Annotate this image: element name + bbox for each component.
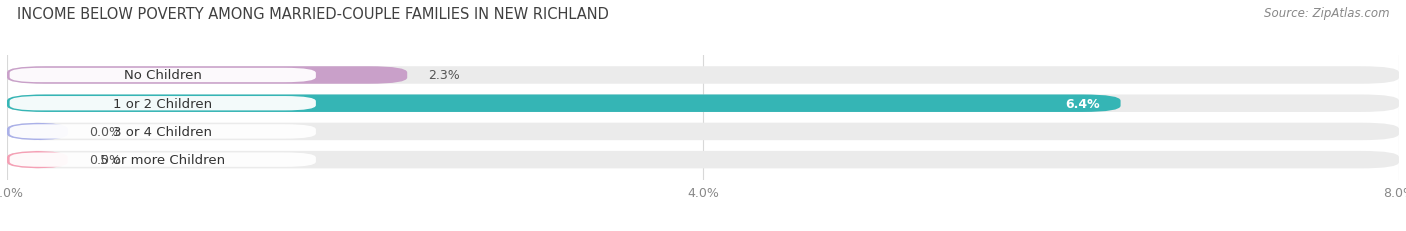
FancyBboxPatch shape	[7, 95, 1121, 112]
FancyBboxPatch shape	[10, 69, 316, 83]
Text: 0.0%: 0.0%	[89, 153, 121, 166]
FancyBboxPatch shape	[7, 67, 1399, 84]
Text: INCOME BELOW POVERTY AMONG MARRIED-COUPLE FAMILIES IN NEW RICHLAND: INCOME BELOW POVERTY AMONG MARRIED-COUPL…	[17, 7, 609, 22]
FancyBboxPatch shape	[7, 123, 67, 141]
Text: 1 or 2 Children: 1 or 2 Children	[114, 97, 212, 110]
FancyBboxPatch shape	[7, 123, 1399, 141]
Text: Source: ZipAtlas.com: Source: ZipAtlas.com	[1264, 7, 1389, 20]
FancyBboxPatch shape	[7, 67, 408, 84]
FancyBboxPatch shape	[10, 125, 316, 139]
FancyBboxPatch shape	[10, 153, 316, 167]
Text: 5 or more Children: 5 or more Children	[100, 153, 225, 166]
FancyBboxPatch shape	[7, 151, 67, 169]
FancyBboxPatch shape	[7, 151, 1399, 169]
Text: 3 or 4 Children: 3 or 4 Children	[114, 125, 212, 138]
Text: 2.3%: 2.3%	[427, 69, 460, 82]
FancyBboxPatch shape	[7, 95, 1399, 112]
Text: 6.4%: 6.4%	[1066, 97, 1099, 110]
Text: 0.0%: 0.0%	[89, 125, 121, 138]
FancyBboxPatch shape	[10, 97, 316, 111]
Text: No Children: No Children	[124, 69, 201, 82]
